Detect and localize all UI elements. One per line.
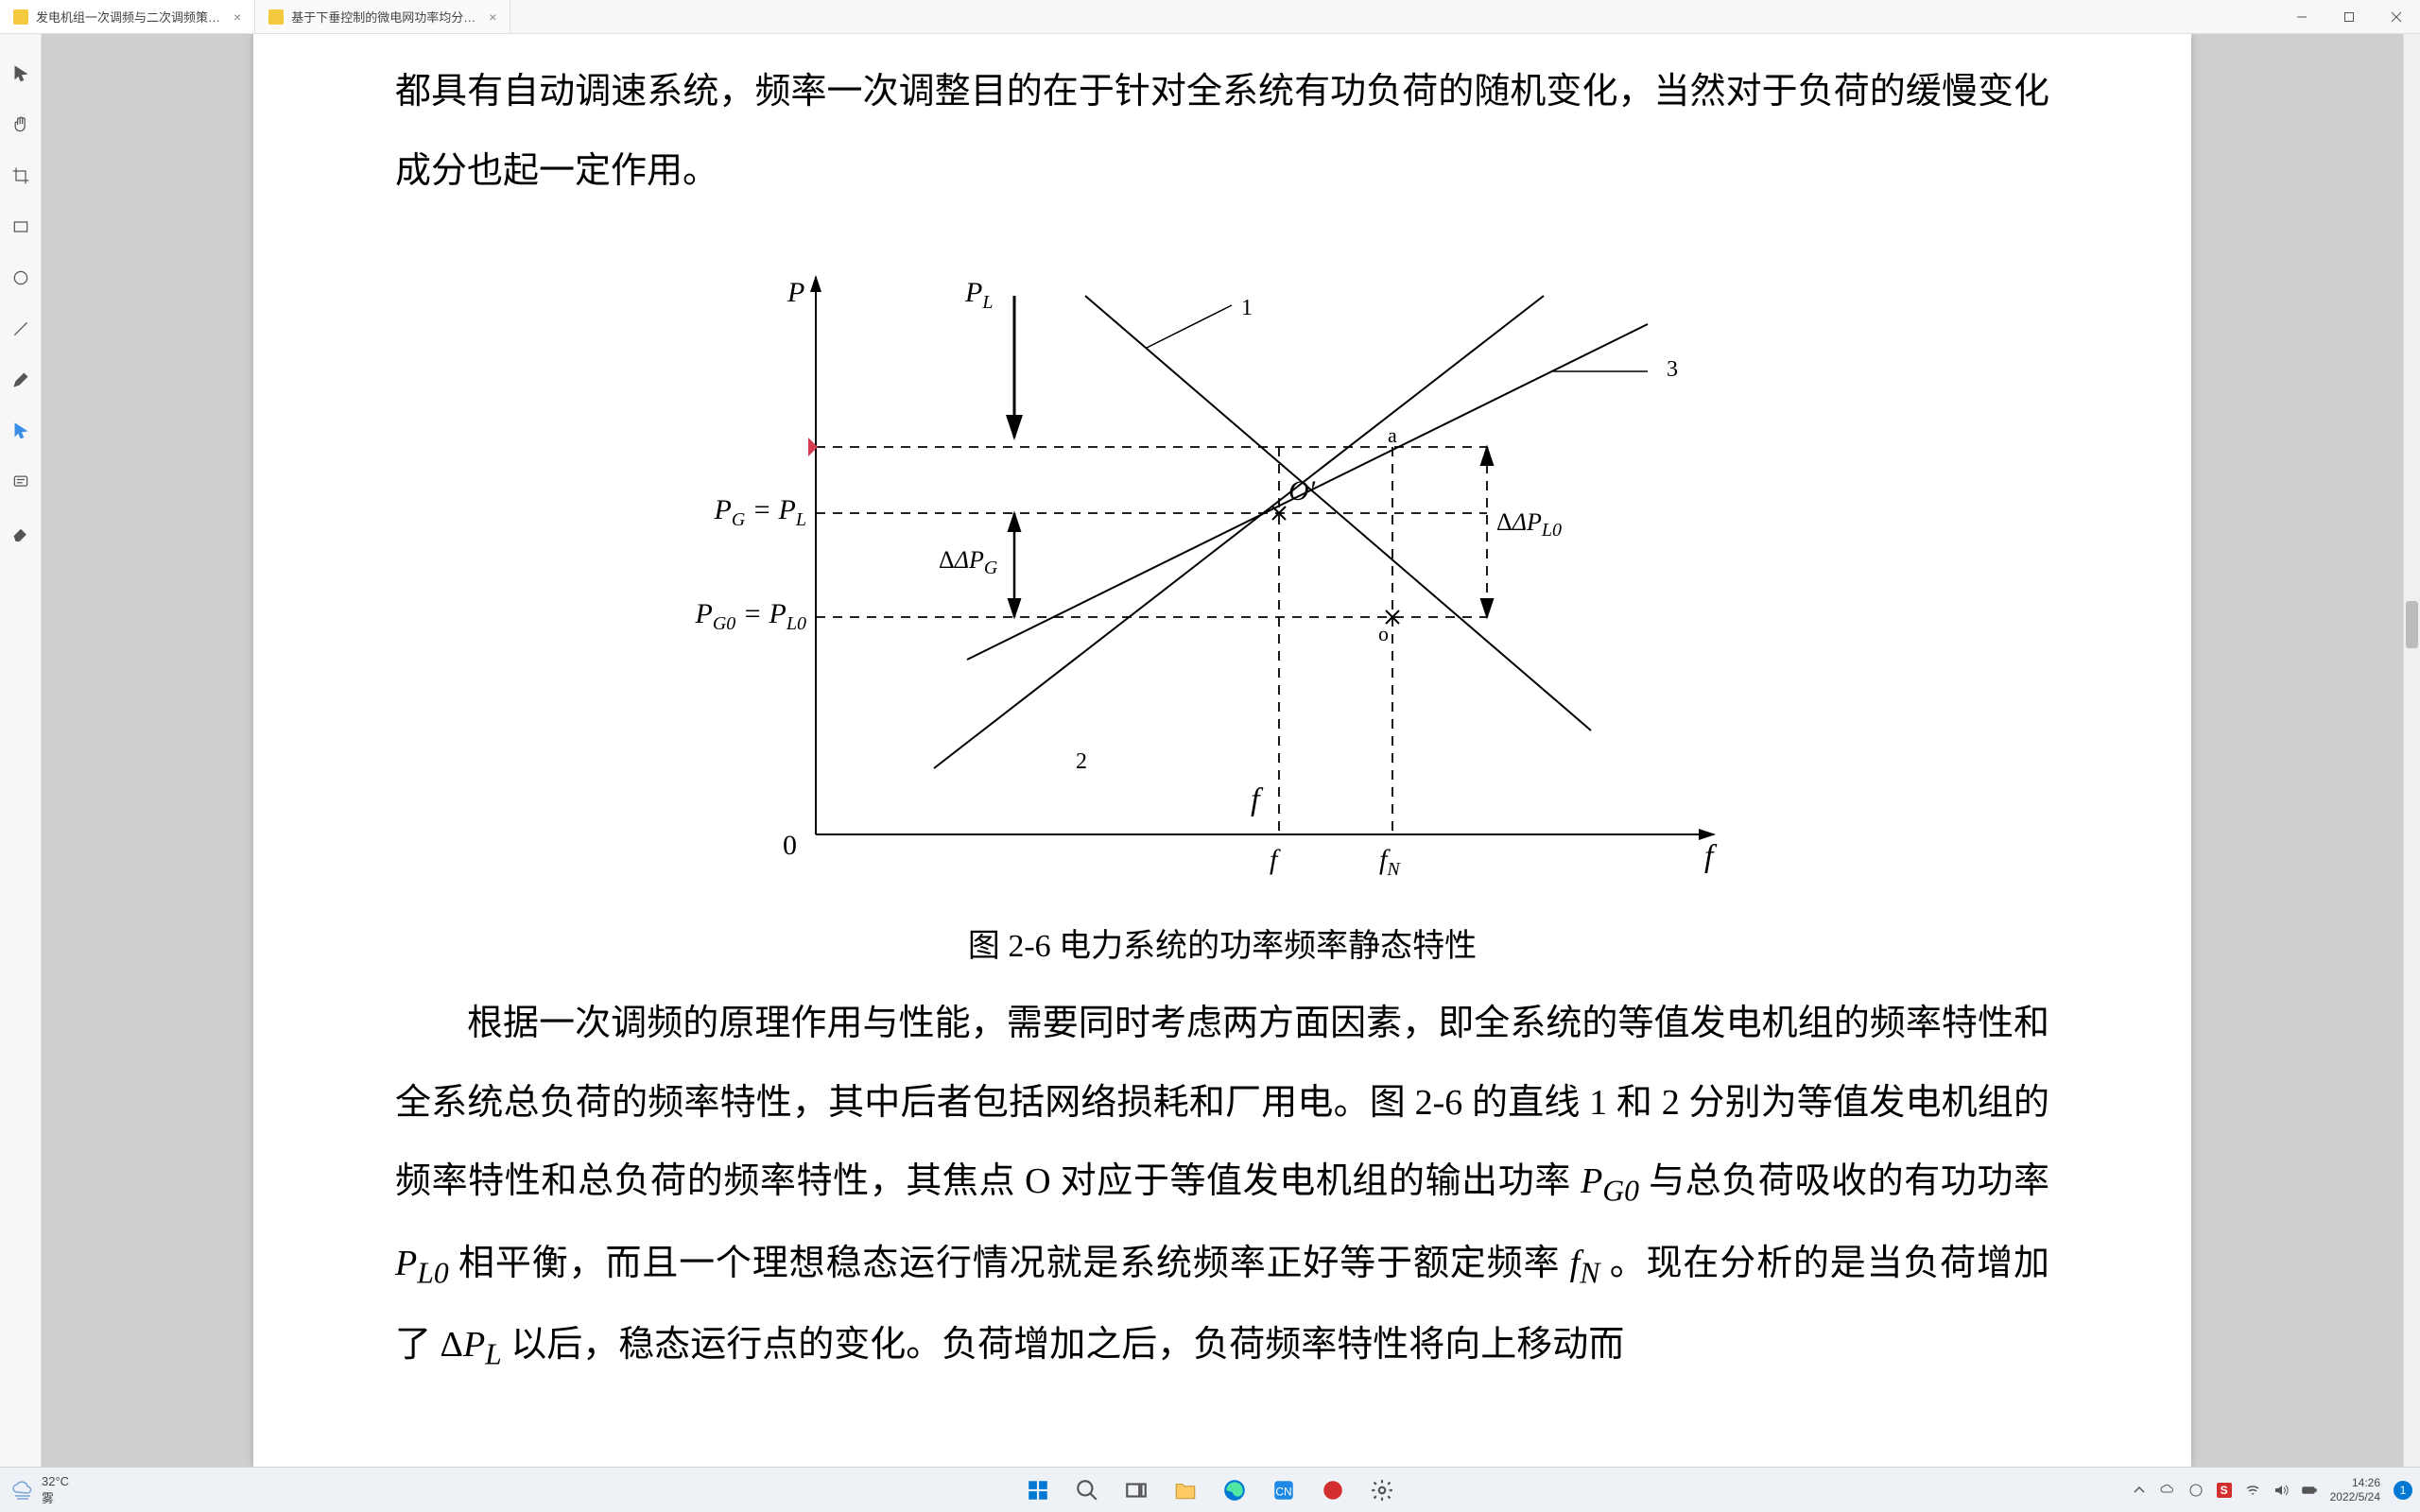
- line-tool-icon[interactable]: [9, 318, 32, 340]
- label-dPG: ΔΔPG: [939, 546, 997, 579]
- window-controls: [2278, 0, 2420, 33]
- close-icon[interactable]: ×: [489, 9, 496, 25]
- label-PG0-eq-PL0: PG0 = PL0: [669, 598, 806, 635]
- wifi-icon[interactable]: [2245, 1483, 2260, 1498]
- pencil-tool-icon[interactable]: [9, 369, 32, 391]
- weather-icon: [11, 1479, 34, 1502]
- clock[interactable]: 14:26 2022/5/24: [2330, 1476, 2380, 1503]
- scrollbar-thumb[interactable]: [2406, 601, 2418, 648]
- start-button[interactable]: [1018, 1470, 1058, 1510]
- figure-caption: 图 2-6 电力系统的功率频率静态特性: [395, 919, 2049, 966]
- note-tool-icon[interactable]: [9, 471, 32, 493]
- pdf-icon: [268, 9, 284, 25]
- scrollbar[interactable]: [2403, 34, 2420, 1467]
- minimize-button[interactable]: [2278, 0, 2325, 33]
- edge-icon[interactable]: [1215, 1470, 1254, 1510]
- chevron-up-icon[interactable]: [2132, 1483, 2147, 1498]
- close-icon[interactable]: ×: [233, 9, 241, 25]
- circle-tool-icon[interactable]: [9, 266, 32, 289]
- label-origin: 0: [783, 830, 797, 862]
- rectangle-tool-icon[interactable]: [9, 215, 32, 238]
- document-viewport[interactable]: 都具有自动调速系统，频率一次调整目的在于针对全系统有功负荷的随机变化，当然对于负…: [42, 34, 2403, 1467]
- onedrive-icon[interactable]: [2160, 1483, 2175, 1498]
- weather-widget[interactable]: 32°C 雾: [0, 1474, 80, 1506]
- label-f-axis: f: [1704, 839, 1713, 875]
- clock-date: 2022/5/24: [2330, 1490, 2380, 1503]
- tab-1[interactable]: 发电机组一次调频与二次调频策… ×: [0, 0, 255, 33]
- weather-temp: 32°C: [42, 1474, 69, 1488]
- label-f-mid: f: [1251, 782, 1259, 818]
- crop-tool-icon[interactable]: [9, 164, 32, 187]
- label-2: 2: [1076, 749, 1087, 775]
- close-button[interactable]: [2373, 0, 2420, 33]
- taskbar: 32°C 雾 CN S 14:26 2022/5/24 1: [0, 1467, 2420, 1512]
- app-icon-blue[interactable]: CN: [1264, 1470, 1304, 1510]
- label-o: o: [1378, 622, 1389, 646]
- settings-icon[interactable]: [1362, 1470, 1402, 1510]
- tab-strip: 发电机组一次调频与二次调频策… × 基于下垂控制的微电网功率均分… ×: [0, 0, 510, 33]
- tab-title: 发电机组一次调频与二次调频策…: [36, 8, 220, 26]
- pdf-icon: [13, 9, 28, 25]
- left-toolbar: [0, 34, 42, 1467]
- pointer-tool-icon[interactable]: [9, 62, 32, 85]
- svg-text:CN: CN: [1275, 1485, 1291, 1498]
- label-PG-eq-PL: PG = PL: [683, 494, 806, 531]
- figure-2-6: P 0 PL PG = PL PG0 = PL0 ΔΔPG ΔΔPL0 O′ o…: [702, 239, 1742, 901]
- taskbar-center: CN: [1018, 1470, 1402, 1510]
- label-1: 1: [1241, 296, 1253, 321]
- label-P-axis: P: [787, 277, 804, 309]
- label-PL: PL: [965, 277, 993, 314]
- page: 都具有自动调速系统，频率一次调整目的在于针对全系统有功负荷的随机变化，当然对于负…: [253, 34, 2191, 1467]
- highlight-tool-icon[interactable]: [9, 420, 32, 442]
- tab-2[interactable]: 基于下垂控制的微电网功率均分… ×: [255, 0, 510, 33]
- volume-icon[interactable]: [2273, 1483, 2289, 1498]
- clock-time: 14:26: [2330, 1476, 2380, 1489]
- label-dPL0: ΔΔPL0: [1496, 508, 1562, 541]
- hand-tool-icon[interactable]: [9, 113, 32, 136]
- label-3: 3: [1667, 357, 1678, 383]
- label-fN: fN: [1379, 844, 1400, 881]
- paragraph-2: 根据一次调频的原理作用与性能，需要同时考虑两方面因素，即全系统的等值发电机组的频…: [395, 985, 2049, 1387]
- search-icon[interactable]: [1067, 1470, 1107, 1510]
- tray-icon-2[interactable]: [2188, 1483, 2204, 1498]
- label-f-tick: f: [1270, 844, 1277, 876]
- system-tray: S 14:26 2022/5/24 1: [2132, 1476, 2412, 1503]
- weather-desc: 雾: [42, 1488, 69, 1506]
- maximize-button[interactable]: [2325, 0, 2373, 33]
- ime-indicator[interactable]: S: [2217, 1483, 2232, 1498]
- paragraph-1: 都具有自动调速系统，频率一次调整目的在于针对全系统有功负荷的随机变化，当然对于负…: [395, 53, 2049, 211]
- record-icon[interactable]: [1313, 1470, 1353, 1510]
- taskview-icon[interactable]: [1116, 1470, 1156, 1510]
- label-Oprime: O′: [1288, 475, 1315, 507]
- titlebar: 发电机组一次调频与二次调频策… × 基于下垂控制的微电网功率均分… ×: [0, 0, 2420, 34]
- label-a: a: [1388, 423, 1397, 448]
- explorer-icon[interactable]: [1166, 1470, 1205, 1510]
- tab-title: 基于下垂控制的微电网功率均分…: [291, 8, 475, 26]
- notification-badge[interactable]: 1: [2394, 1481, 2412, 1500]
- eraser-tool-icon[interactable]: [9, 522, 32, 544]
- battery-icon[interactable]: [2302, 1483, 2317, 1498]
